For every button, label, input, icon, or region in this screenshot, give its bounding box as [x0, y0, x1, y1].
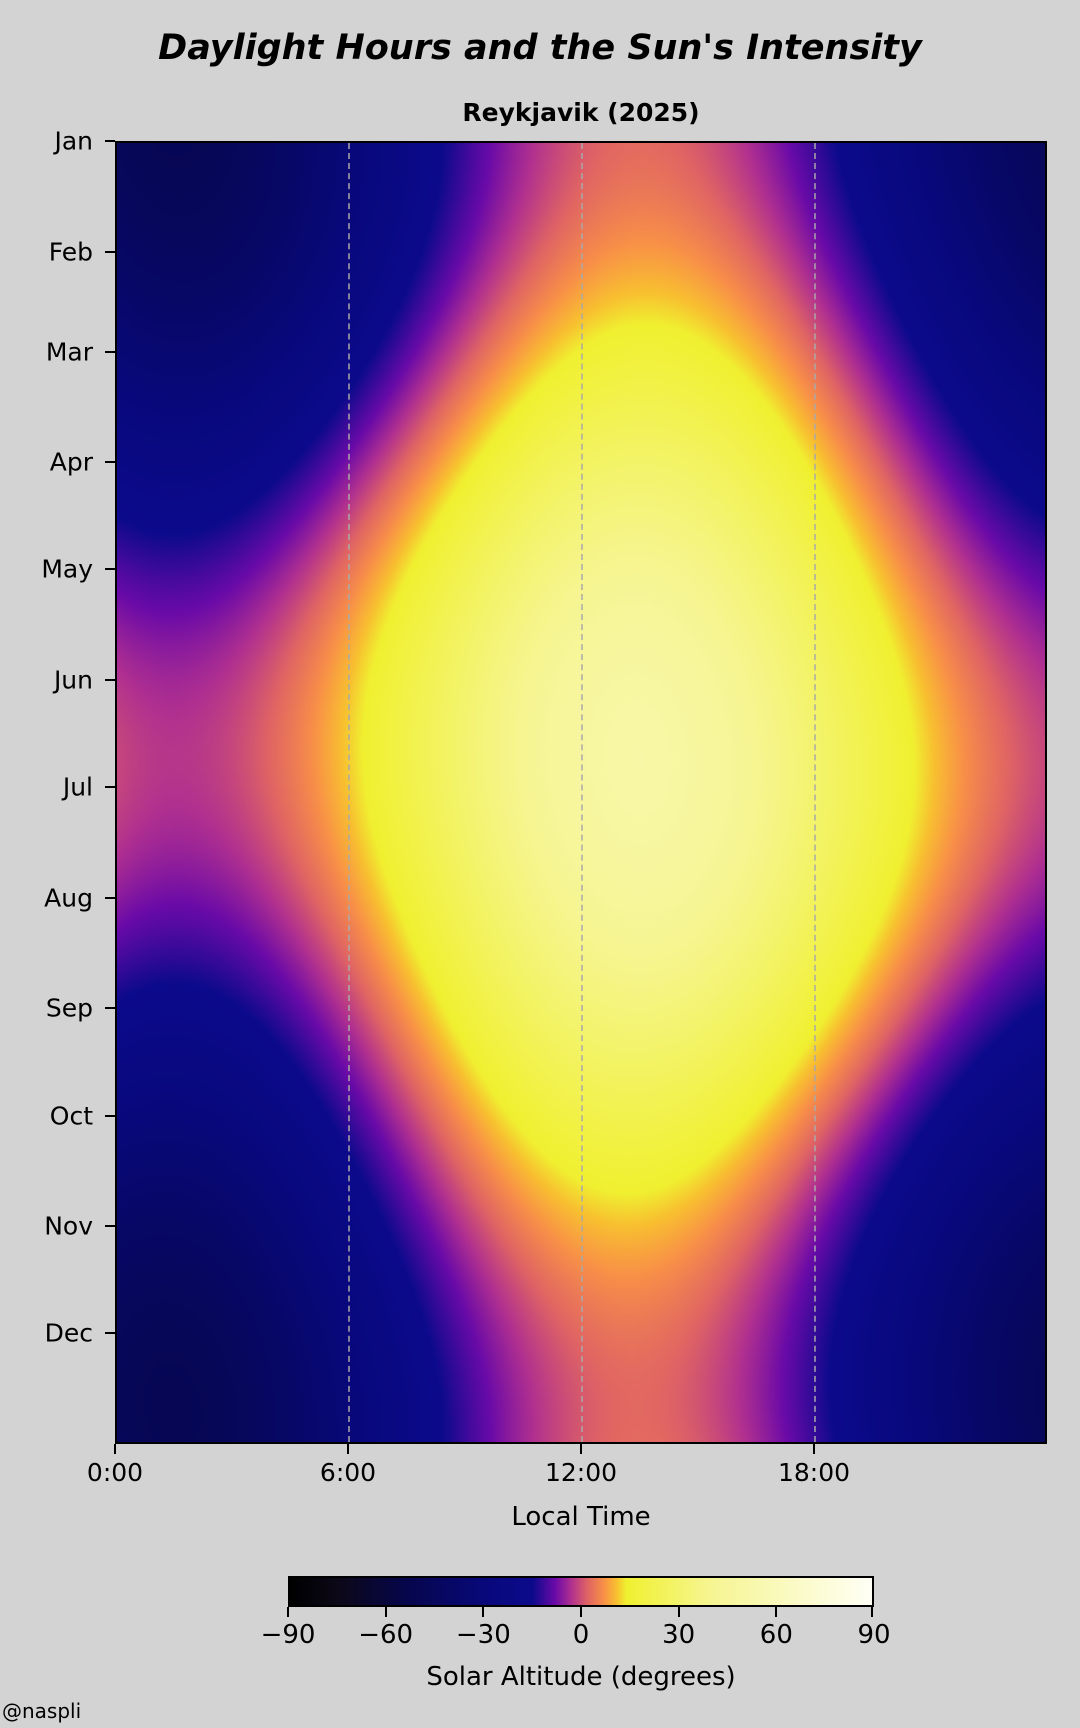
y-tick-mark [105, 1007, 115, 1010]
y-tick-mark [105, 350, 115, 353]
x-tick-label: 6:00 [319, 1458, 377, 1487]
y-tick-label: Nov [44, 1211, 93, 1241]
colorbar-tick-label: 30 [662, 1620, 696, 1650]
y-tick-mark [105, 896, 115, 899]
colorbar-tick-mark [580, 1607, 582, 1617]
y-tick-mark [105, 786, 115, 789]
grid-line-dashed [581, 143, 583, 1442]
y-tick-mark [105, 250, 115, 253]
colorbar-tick-mark [287, 1607, 289, 1617]
heatmap-plot-area [115, 141, 1047, 1444]
colorbar-tick-mark [384, 1607, 387, 1617]
y-tick-label: Feb [48, 237, 93, 267]
x-tick-mark [813, 1444, 815, 1454]
y-tick-label: Jun [53, 665, 93, 695]
y-tick-mark [105, 568, 115, 571]
colorbar-tick-label: 90 [857, 1620, 891, 1650]
colorbar-title: Solar Altitude (degrees) [426, 1662, 736, 1692]
x-axis-title: Local Time [511, 1502, 651, 1532]
author-credit: @naspli [2, 1699, 82, 1723]
grid-line-dashed [348, 143, 350, 1442]
y-tick-label: Jan [54, 126, 93, 156]
y-tick-label: Dec [44, 1318, 93, 1348]
grid-line-dashed [814, 143, 816, 1442]
x-tick-label: 0:00 [86, 1458, 144, 1487]
figure-title: Daylight Hours and the Sun's Intensity [158, 28, 922, 68]
x-tick-mark [580, 1444, 582, 1454]
y-tick-label: Mar [45, 337, 93, 367]
y-tick-mark [105, 140, 115, 142]
colorbar-tick-label: 0 [572, 1620, 590, 1650]
colorbar-tick-label: −90 [260, 1620, 316, 1650]
y-tick-label: Aug [44, 883, 93, 913]
y-tick-mark [105, 1332, 115, 1335]
y-tick-label: Sep [45, 993, 93, 1023]
y-tick-mark [105, 1225, 115, 1228]
y-tick-label: Oct [49, 1101, 93, 1131]
x-tick-mark [347, 1444, 349, 1454]
colorbar [288, 1576, 874, 1607]
y-tick-label: Jul [62, 772, 93, 802]
colorbar-tick-label: 60 [759, 1620, 793, 1650]
chart-title: Reykjavik (2025) [462, 98, 700, 127]
x-tick-mark [114, 1444, 116, 1454]
colorbar-tick-mark [871, 1607, 873, 1617]
colorbar-tick-label: −30 [455, 1620, 511, 1650]
colorbar-tick-mark [677, 1607, 680, 1617]
y-tick-mark [105, 461, 115, 464]
colorbar-tick-label: −60 [358, 1620, 414, 1650]
y-tick-label: May [41, 554, 93, 584]
x-tick-label: 12:00 [544, 1458, 618, 1487]
y-tick-label: Apr [49, 447, 93, 477]
colorbar-tick-mark [482, 1607, 485, 1617]
colorbar-tick-mark [775, 1607, 778, 1617]
y-tick-mark [105, 1114, 115, 1117]
y-tick-mark [105, 679, 115, 682]
x-tick-label: 18:00 [777, 1458, 851, 1487]
